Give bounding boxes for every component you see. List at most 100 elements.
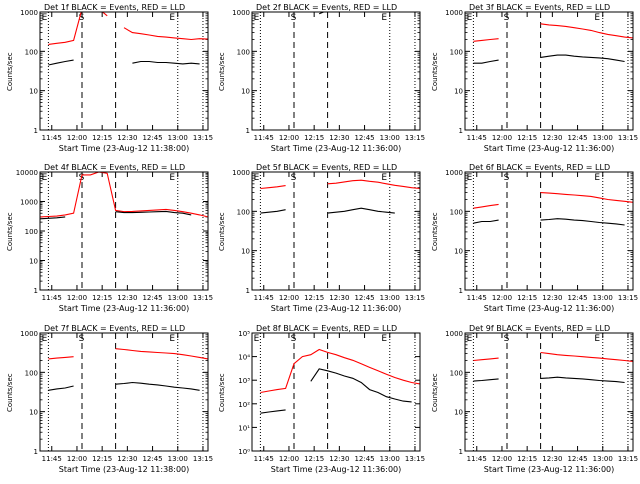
x-axis-label: Start Time (23-Aug-12 11:38:00) xyxy=(59,144,190,153)
y-tick-label: 10² xyxy=(238,401,250,409)
event-marker-label: S xyxy=(504,13,510,23)
series-line-lld xyxy=(473,351,633,362)
x-tick-label: 12:15 xyxy=(304,134,324,142)
y-axis-label: Counts/sec xyxy=(218,52,226,91)
x-tick-label: 11:45 xyxy=(254,455,274,463)
event-marker-label: E xyxy=(254,173,260,183)
x-tick-label: 12:15 xyxy=(304,294,324,302)
x-tick-label: 12:45 xyxy=(142,294,162,302)
event-marker-label: E xyxy=(381,173,387,183)
event-marker-label: E xyxy=(254,334,260,344)
series-line-lld xyxy=(48,12,208,45)
x-tick-label: 12:00 xyxy=(279,294,299,302)
event-marker-label: S xyxy=(291,13,297,23)
event-marker-label: S xyxy=(291,173,297,183)
x-tick-label: 12:30 xyxy=(329,455,349,463)
series-line-events xyxy=(473,218,625,226)
x-tick-label: 11:45 xyxy=(467,294,487,302)
y-tick-label: 1000 xyxy=(232,9,250,17)
series-line-lld xyxy=(48,348,208,360)
plot-frame xyxy=(464,11,634,131)
y-tick-label: 10⁴ xyxy=(238,354,250,362)
y-tick-label: 1 xyxy=(34,127,38,135)
y-tick-label: 1000 xyxy=(20,330,38,338)
series-line-lld xyxy=(260,179,420,190)
x-axis-label: Start Time (23-Aug-12 11:36:00) xyxy=(271,465,402,474)
chart-title: Det 3f BLACK = Events, RED = LLD xyxy=(469,3,610,12)
y-tick-label: 10 xyxy=(29,258,38,266)
series-line-lld xyxy=(260,348,420,394)
x-tick-label: 12:30 xyxy=(117,134,137,142)
x-tick-label: 13:15 xyxy=(405,455,425,463)
x-tick-label: 13:15 xyxy=(193,455,213,463)
chart-title: Det 2f BLACK = Events, RED = LLD xyxy=(256,3,397,12)
chart-title: Det 6f BLACK = Events, RED = LLD xyxy=(469,163,610,172)
y-tick-label: 10⁰ xyxy=(238,448,250,456)
x-tick-label: 12:00 xyxy=(67,455,87,463)
series-line-lld xyxy=(473,23,633,42)
x-tick-label: 12:00 xyxy=(67,294,87,302)
y-tick-label: 1 xyxy=(34,448,38,456)
x-tick-label: 12:30 xyxy=(329,294,349,302)
series-line-events xyxy=(473,54,625,64)
x-axis-label: Start Time (23-Aug-12 11:38:00) xyxy=(59,465,190,474)
y-tick-label: 10 xyxy=(29,88,38,96)
x-tick-label: 12:15 xyxy=(92,134,112,142)
y-axis-label: Counts/sec xyxy=(431,52,439,91)
x-tick-label: 13:15 xyxy=(618,455,638,463)
event-marker-label: E xyxy=(467,13,473,23)
chart-title: Det 4f BLACK = Events, RED = LLD xyxy=(44,163,185,172)
y-tick-label: 1 xyxy=(246,127,250,135)
x-tick-label: 13:15 xyxy=(405,134,425,142)
x-tick-label: 12:30 xyxy=(329,134,349,142)
event-marker-label: S xyxy=(79,334,85,344)
chart-title: Det 5f BLACK = Events, RED = LLD xyxy=(256,163,397,172)
x-axis-label: Start Time (23-Aug-12 11:36:00) xyxy=(484,144,615,153)
x-tick-label: 12:45 xyxy=(354,134,374,142)
chart-title: Det 9f BLACK = Events, RED = LLD xyxy=(469,324,610,333)
x-tick-label: 12:00 xyxy=(492,455,512,463)
plot-frame xyxy=(464,332,634,452)
x-tick-label: 11:45 xyxy=(254,294,274,302)
event-marker-label: E xyxy=(594,334,600,344)
event-marker-label: E xyxy=(169,173,175,183)
x-tick-label: 13:00 xyxy=(380,294,400,302)
x-tick-label: 12:15 xyxy=(517,294,537,302)
y-tick-label: 10 xyxy=(454,88,463,96)
y-tick-label: 1 xyxy=(459,287,463,295)
event-marker-label: E xyxy=(381,13,387,23)
x-tick-label: 13:00 xyxy=(168,294,188,302)
x-tick-label: 13:00 xyxy=(593,455,613,463)
x-tick-label: 13:00 xyxy=(380,455,400,463)
plot-frame xyxy=(251,11,421,131)
series-line-lld xyxy=(473,192,633,209)
y-tick-label: 10³ xyxy=(238,377,250,385)
y-tick-label: 100 xyxy=(25,48,38,56)
x-tick-label: 13:15 xyxy=(193,134,213,142)
x-tick-label: 12:45 xyxy=(567,134,587,142)
x-tick-label: 12:45 xyxy=(354,455,374,463)
y-tick-label: 100 xyxy=(25,228,38,236)
y-tick-label: 100 xyxy=(237,208,250,216)
x-axis-label: Start Time (23-Aug-12 11:36:00) xyxy=(271,304,402,313)
y-tick-label: 100 xyxy=(237,48,250,56)
x-tick-label: 13:00 xyxy=(593,294,613,302)
x-tick-label: 12:15 xyxy=(92,294,112,302)
y-tick-label: 10 xyxy=(454,409,463,417)
x-tick-label: 11:45 xyxy=(254,134,274,142)
series-line-events xyxy=(473,376,625,384)
y-tick-label: 100 xyxy=(450,369,463,377)
y-axis-label: Counts/sec xyxy=(431,373,439,412)
x-axis-label: Start Time (23-Aug-12 11:36:00) xyxy=(484,465,615,474)
x-tick-label: 13:15 xyxy=(618,134,638,142)
chart-title: Det 7f BLACK = Events, RED = LLD xyxy=(44,324,185,333)
y-tick-label: 10 xyxy=(29,409,38,417)
x-tick-label: 11:45 xyxy=(42,294,62,302)
x-tick-label: 12:00 xyxy=(279,134,299,142)
x-tick-label: 12:45 xyxy=(354,294,374,302)
y-tick-label: 1000 xyxy=(445,9,463,17)
y-tick-label: 1000 xyxy=(445,169,463,177)
x-tick-label: 12:15 xyxy=(517,134,537,142)
